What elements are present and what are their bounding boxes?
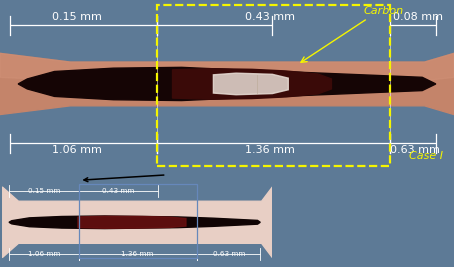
Text: Case I: Case I	[409, 151, 443, 161]
Text: 1.06 mm: 1.06 mm	[52, 146, 102, 155]
Text: 0.15 mm: 0.15 mm	[28, 188, 60, 194]
Text: 0.08 mm: 0.08 mm	[393, 13, 443, 22]
Text: 1.36 mm: 1.36 mm	[245, 146, 295, 155]
Text: 1.06 mm: 1.06 mm	[28, 251, 60, 257]
Text: Carbon: Carbon	[364, 6, 404, 16]
Polygon shape	[213, 73, 288, 95]
Polygon shape	[173, 69, 331, 99]
Text: 0.43 mm: 0.43 mm	[245, 13, 295, 22]
Polygon shape	[0, 53, 454, 81]
Bar	[157, 5, 390, 166]
Text: 1.36 mm: 1.36 mm	[121, 251, 153, 257]
Text: 0.43 mm: 0.43 mm	[102, 188, 135, 194]
Polygon shape	[2, 187, 272, 258]
Polygon shape	[9, 216, 260, 229]
Polygon shape	[0, 53, 454, 115]
Polygon shape	[18, 67, 436, 101]
Text: 0.63 mm: 0.63 mm	[213, 251, 245, 257]
Text: 0.63 mm: 0.63 mm	[390, 146, 440, 155]
Bar	[79, 184, 197, 258]
Polygon shape	[78, 216, 186, 228]
Text: 0.15 mm: 0.15 mm	[52, 13, 102, 22]
